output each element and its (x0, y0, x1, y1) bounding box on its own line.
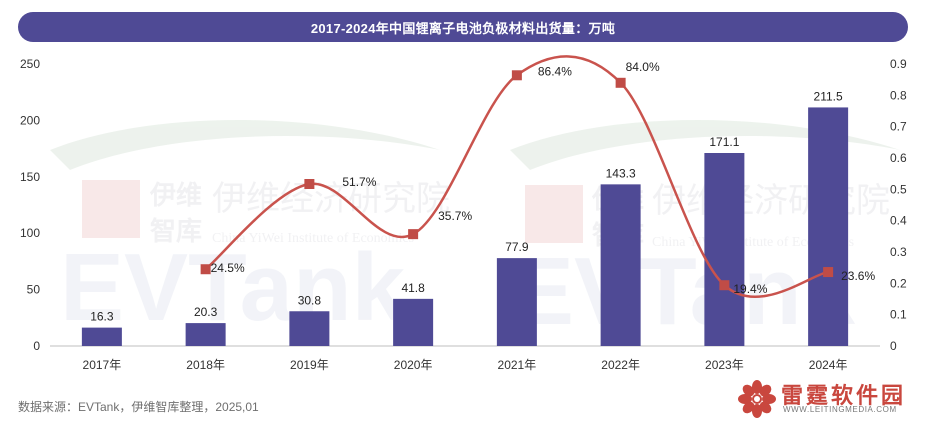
bar-value-label: 41.8 (401, 281, 425, 295)
chart-title: 2017-2024年中国锂离子电池负极材料出货量：万吨 (18, 12, 908, 42)
watermark-name-en: China YiWei Institute of Economics (652, 235, 854, 250)
right-axis-tick-label: 0.3 (890, 245, 907, 259)
right-axis-tick-label: 0.4 (890, 214, 907, 228)
x-axis-tick-label: 2023年 (705, 358, 744, 372)
bar (393, 298, 434, 346)
bar-labels: 16.3 20.3 30.8 41.8 77.9 143.3 171.1 211.5 (90, 89, 843, 323)
bar-value-label: 16.3 (90, 310, 114, 324)
x-axis: 2017年 2018年 2019年 2020年 2021年 2022年 2023年 2024年 (83, 358, 848, 372)
watermark-name-en: China YiWei Institute of Economics (212, 231, 414, 246)
left-axis-tick-label: 100 (20, 226, 40, 240)
left-axis-tick-label: 150 (20, 170, 40, 184)
brand-logo: 雷霆软件园 WWW.LEITINGMEDIA.COM (735, 376, 930, 420)
bar (185, 323, 226, 346)
growth-value-label: 19.4% (733, 282, 767, 296)
right-axis-tick-label: 0.9 (890, 57, 907, 71)
watermark-name-cn-3: 伊维经济研究院 (652, 182, 890, 220)
growth-marker (615, 77, 626, 88)
growth-value-label: 35.7% (438, 209, 472, 223)
x-axis-tick-label: 2018年 (186, 358, 225, 372)
growth-value-label: 23.6% (841, 269, 875, 283)
right-axis-tick-label: 0 (890, 339, 897, 353)
growth-marker (823, 267, 834, 278)
bar (808, 107, 849, 346)
growth-value-label: 86.4% (538, 64, 572, 78)
source-note: 数据来源：EVTank，伊维智库整理，2025,01 (18, 400, 259, 414)
left-axis-tick-label: 200 (20, 113, 40, 127)
line-labels: 24.5% 51.7% 35.7% 86.4% 84.0% 19.4% 23.6% (211, 60, 876, 296)
right-axis-tick-label: 0.7 (890, 120, 907, 134)
watermark-name-cn-1: 伊维 (149, 180, 202, 210)
right-axis-tick-label: 0.2 (890, 276, 907, 290)
right-axis-tick-label: 0.8 (890, 88, 907, 102)
watermark-name-cn-2: 智库 (150, 216, 202, 246)
watermark-logo-square-icon (82, 180, 140, 238)
bar-value-label: 30.8 (298, 293, 322, 307)
x-axis-tick-label: 2020年 (394, 358, 433, 372)
x-axis-tick-label: 2019年 (290, 358, 329, 372)
bar (704, 152, 745, 346)
watermark-swoosh-icon (50, 120, 440, 170)
growth-marker (304, 179, 315, 190)
right-axis-tick-label: 0.6 (890, 151, 907, 165)
left-axis: 0 50 100 150 200 250 (20, 57, 40, 353)
x-axis-tick-label: 2022年 (601, 358, 640, 372)
left-axis-tick-label: 50 (27, 283, 41, 297)
bar (289, 311, 330, 346)
right-axis-tick-label: 0.1 (890, 308, 907, 322)
watermark: 伊维 智库 伊维经济研究院 China YiWei Institute of E… (50, 120, 900, 345)
bar (496, 258, 537, 346)
flower-logo-icon (738, 380, 776, 418)
watermark-logo-text: EVTank (60, 234, 406, 341)
growth-value-label: 51.7% (342, 175, 376, 189)
brand-name: 雷霆软件园 (781, 383, 907, 408)
x-axis-tick-label: 2021年 (498, 358, 537, 372)
right-axis: 0 0.1 0.2 0.3 0.4 0.5 0.6 0.7 0.8 0.9 (890, 57, 907, 353)
bar (81, 327, 122, 346)
growth-marker (200, 264, 211, 275)
bar-series (81, 107, 849, 346)
bar-value-label: 143.3 (606, 166, 636, 180)
watermark-logo-text: EVTank (510, 238, 856, 345)
growth-marker (719, 280, 730, 291)
bar-value-label: 77.9 (505, 240, 529, 254)
bar (600, 184, 641, 346)
watermark-name-cn-3: 伊维经济研究院 (212, 180, 450, 218)
bar-value-label: 211.5 (814, 89, 843, 103)
bar-value-label: 20.3 (194, 305, 218, 319)
watermark-logo-square-icon (525, 185, 583, 243)
brand-url: WWW.LEITINGMEDIA.COM (783, 405, 897, 414)
growth-marker (511, 70, 522, 81)
x-axis-tick-label: 2024年 (809, 358, 848, 372)
left-axis-tick-label: 250 (20, 57, 40, 71)
watermark-swoosh-icon (510, 120, 900, 170)
growth-marker (408, 229, 419, 240)
x-axis-tick-label: 2017年 (83, 358, 122, 372)
left-axis-tick-label: 0 (33, 339, 40, 353)
growth-value-label: 84.0% (626, 60, 660, 74)
right-axis-tick-label: 0.5 (890, 182, 907, 196)
bar-value-label: 171.1 (709, 135, 739, 149)
line-series (200, 55, 834, 299)
growth-value-label: 24.5% (211, 261, 245, 275)
